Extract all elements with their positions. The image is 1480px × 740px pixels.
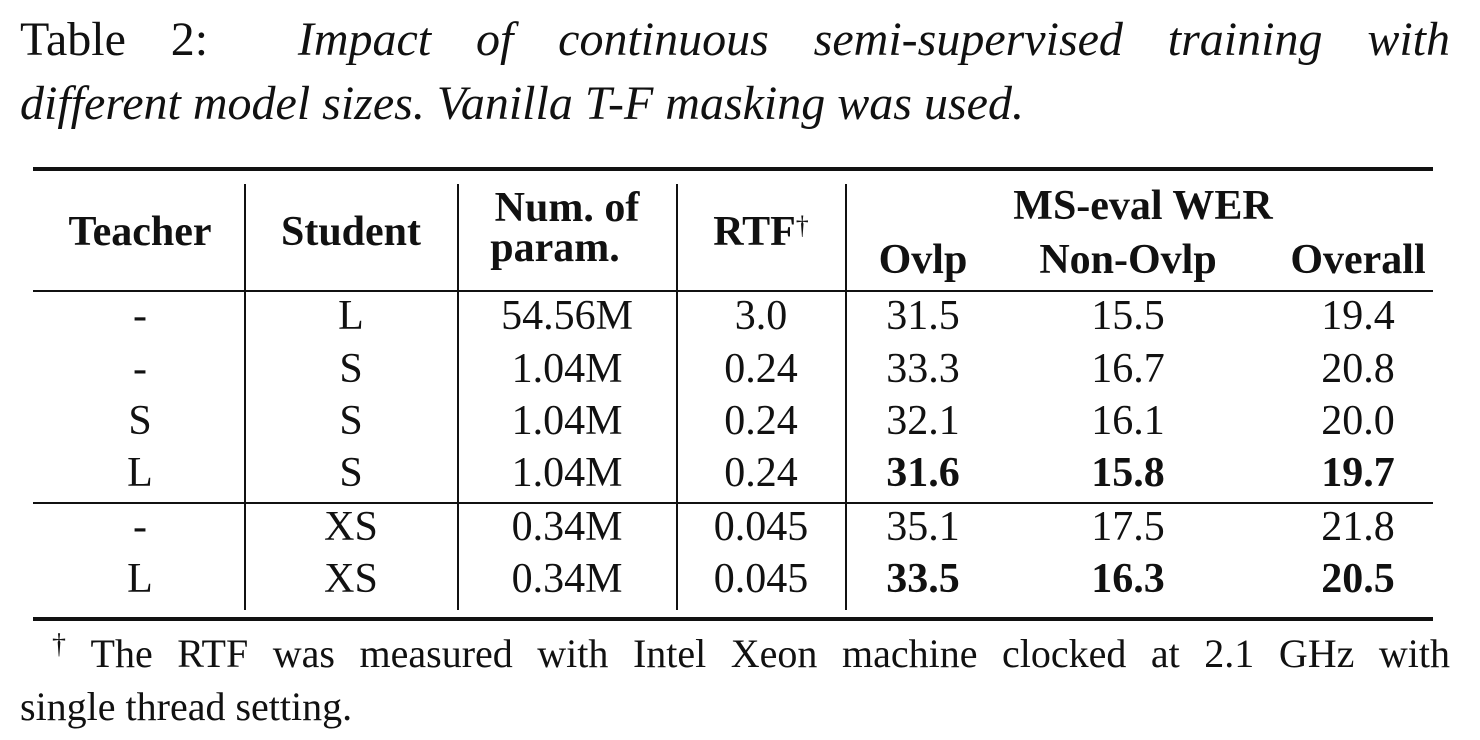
- column-divider: [244, 184, 246, 610]
- cell-non-ovlp: 16.7: [1091, 346, 1165, 392]
- caption-text-1: Impact of continuous semi-supervised tra…: [297, 13, 1451, 66]
- header-rule: [33, 290, 1433, 292]
- cell-params: 1.04M: [511, 346, 623, 392]
- cell-overall: 19.7: [1321, 450, 1395, 496]
- cell-teacher: -: [133, 293, 147, 339]
- cell-teacher: S: [128, 398, 152, 444]
- cell-rtf: 0.045: [713, 504, 809, 550]
- table-caption: Table 2: Impact of continuous semi-super…: [20, 8, 1450, 136]
- column-divider: [457, 184, 459, 610]
- footnote-mark: †: [52, 629, 81, 660]
- group-rule: [33, 502, 1433, 504]
- footnote-line-2: single thread setting.: [20, 684, 353, 729]
- cell-ovlp: 33.5: [886, 556, 960, 602]
- header-non-ovlp: Non-Ovlp: [1039, 237, 1217, 283]
- header-student: Student: [280, 209, 422, 255]
- cell-non-ovlp: 15.8: [1091, 450, 1165, 496]
- cell-student: XS: [324, 504, 378, 550]
- cell-ovlp: 32.1: [886, 398, 960, 444]
- cell-params: 0.34M: [511, 556, 623, 602]
- header-num-params-2: param.: [490, 225, 620, 271]
- cell-overall: 20.8: [1321, 346, 1395, 392]
- cell-ovlp: 35.1: [886, 504, 960, 550]
- header-ms-eval-wer: MS-eval WER: [1013, 183, 1273, 229]
- cell-ovlp: 33.3: [886, 346, 960, 392]
- caption-text-2: different model sizes. Vanilla T-F maski…: [20, 77, 1024, 130]
- cell-student: S: [339, 450, 363, 496]
- table-footnote: † The RTF was measured with Intel Xeon ma…: [20, 629, 1451, 731]
- cell-overall: 20.5: [1321, 556, 1395, 602]
- cell-teacher: L: [127, 556, 153, 602]
- caption-label: Table 2:: [20, 13, 209, 66]
- cell-student: S: [339, 398, 363, 444]
- cell-overall: 21.8: [1321, 504, 1395, 550]
- header-teacher: Teacher: [68, 209, 212, 255]
- top-rule: [33, 167, 1433, 171]
- cell-overall: 19.4: [1321, 293, 1395, 339]
- cell-params: 1.04M: [511, 398, 623, 444]
- caption-line-2: different model sizes. Vanilla T-F maski…: [20, 72, 1450, 136]
- cell-ovlp: 31.5: [886, 293, 960, 339]
- bottom-rule: [33, 617, 1433, 621]
- header-rtf: RTF†: [679, 208, 843, 256]
- cell-non-ovlp: 17.5: [1091, 504, 1165, 550]
- caption-line-1: Table 2: Impact of continuous semi-super…: [20, 8, 1450, 72]
- header-ovlp: Ovlp: [878, 237, 968, 283]
- cell-rtf: 0.24: [724, 398, 798, 444]
- cell-non-ovlp: 16.3: [1091, 556, 1165, 602]
- header-overall: Overall: [1290, 237, 1426, 283]
- cell-params: 0.34M: [511, 504, 623, 550]
- footnote-text-1: The RTF was measured with Intel Xeon mac…: [90, 631, 1451, 676]
- column-divider: [845, 184, 847, 610]
- cell-non-ovlp: 16.1: [1091, 398, 1165, 444]
- cell-overall: 20.0: [1321, 398, 1395, 444]
- cell-non-ovlp: 15.5: [1091, 293, 1165, 339]
- cell-rtf: 0.24: [724, 346, 798, 392]
- cell-teacher: -: [133, 504, 147, 550]
- cell-params: 1.04M: [511, 450, 623, 496]
- cell-params: 54.56M: [501, 293, 633, 339]
- footnote-line-1: † The RTF was measured with Intel Xeon ma…: [20, 629, 1451, 683]
- cell-student: XS: [324, 556, 378, 602]
- header-num-params-1: Num. of: [494, 185, 640, 231]
- column-divider: [676, 184, 678, 610]
- cell-student: S: [339, 346, 363, 392]
- cell-teacher: L: [127, 450, 153, 496]
- cell-rtf: 0.24: [724, 450, 798, 496]
- header-rtf-label: RTF: [713, 209, 796, 255]
- cell-student: L: [338, 293, 364, 339]
- cell-ovlp: 31.6: [886, 450, 960, 496]
- cell-rtf: 3.0: [734, 293, 788, 339]
- cell-teacher: -: [133, 346, 147, 392]
- header-rtf-mark: †: [795, 211, 809, 240]
- cell-rtf: 0.045: [713, 556, 809, 602]
